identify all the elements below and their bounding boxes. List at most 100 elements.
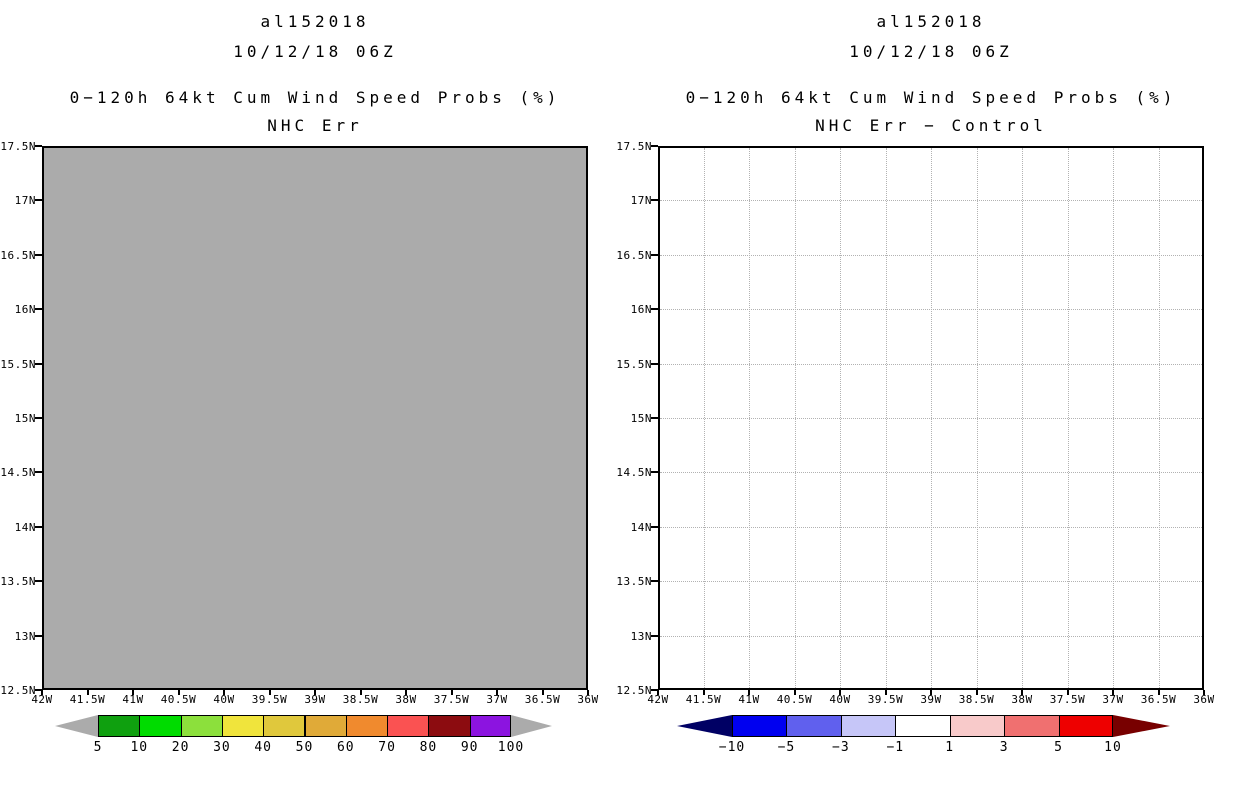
lon-tick-label: 40.5W (776, 693, 813, 706)
colorbar-tick-label: 1 (945, 740, 955, 755)
colorbar-tick-label: 100 (497, 740, 525, 755)
colorbar-segment (840, 715, 897, 737)
lat-tick-mark (651, 689, 658, 691)
colorbar-segment (428, 715, 471, 737)
colorbar-tick-label: 10 (1104, 740, 1122, 755)
grid-line-horizontal (660, 635, 1202, 637)
lon-tick-label: 40.5W (160, 693, 197, 706)
lat-tick-label: 16.5N (616, 248, 652, 262)
colorbar-tick-label: 20 (171, 740, 190, 755)
colorbar-segment (98, 715, 141, 737)
colorbar-left-arrow (55, 715, 98, 737)
lon-tick-mark (748, 690, 750, 695)
lon-tick-label: 38W (395, 693, 417, 706)
lon-tick-mark (1021, 690, 1023, 695)
colorbar-tick-label: 3 (999, 740, 1009, 755)
lat-tick-mark (651, 525, 658, 528)
lon-tick-mark (975, 690, 978, 695)
lat-tick-mark (35, 199, 42, 202)
lat-tick-label: 16.5N (0, 248, 36, 262)
panel-title: 0−120h 64kt Cum Wind Speed Probs (%) (685, 88, 1177, 107)
lat-tick-mark (35, 471, 42, 474)
lon-tick-mark (86, 690, 89, 695)
grid-line-vertical (1158, 148, 1160, 688)
lon-tick-mark (132, 690, 134, 695)
colorbar-tick-label: 70 (378, 740, 396, 755)
lon-tick-label: 39.5W (251, 693, 288, 706)
lat-tick-label: 13N (630, 629, 652, 643)
colorbar-tick-label: 5 (1054, 740, 1063, 755)
lat-tick-label: 15N (14, 412, 36, 425)
lon-tick-label: 38.5W (958, 693, 995, 706)
grid-line-horizontal (660, 526, 1202, 528)
lon-tick-mark (839, 690, 841, 695)
lat-tick-label: 17N (14, 194, 36, 208)
lat-tick-mark (651, 308, 658, 311)
grid-line-horizontal (660, 581, 1202, 583)
lon-tick-label: 41.5W (69, 693, 106, 706)
lon-tick-mark (223, 690, 225, 695)
lat-tick-label: 15N (630, 412, 652, 425)
colorbar-right-arrow (511, 715, 552, 737)
colorbar-tick-label: 80 (419, 740, 438, 755)
lat-tick-mark (35, 689, 42, 691)
lon-tick-mark (793, 690, 796, 695)
lat-tick-label: 14.5N (616, 466, 652, 480)
lat-tick-label: 17N (630, 194, 652, 208)
lon-tick-label: 36W (577, 693, 599, 706)
grid-line-horizontal (660, 309, 1202, 311)
colorbar-segment (732, 715, 788, 737)
colorbar-segment (180, 715, 223, 737)
lon-tick-label: 37W (1102, 693, 1124, 706)
lat-tick-mark (651, 199, 658, 202)
colorbar-segment (1058, 715, 1113, 737)
lat-tick-label: 15.5N (616, 357, 652, 371)
grid-line-horizontal (660, 254, 1202, 256)
lon-tick-mark (587, 690, 589, 695)
colorbar-segment (345, 715, 389, 737)
colorbar-tick-label: −3 (832, 740, 850, 755)
lon-tick-mark (1157, 690, 1160, 695)
lon-tick-label: 40W (829, 693, 851, 706)
lat-tick-label: 15.5N (0, 357, 36, 371)
lon-tick-mark (405, 690, 407, 695)
grid-line-vertical (1022, 148, 1023, 688)
lat-tick-label: 14N (630, 520, 652, 534)
lon-tick-mark (702, 690, 705, 695)
lat-tick-mark (35, 145, 42, 147)
lon-tick-label: 40W (213, 693, 235, 706)
lon-tick-label: 42W (31, 693, 53, 706)
grid-line-vertical (794, 148, 796, 688)
grid-line-vertical (749, 148, 750, 688)
lon-tick-mark (41, 690, 43, 695)
lon-tick-label: 38W (1011, 693, 1033, 706)
lat-tick-mark (35, 417, 42, 419)
colorbar-segment (895, 715, 951, 737)
lon-tick-label: 41W (738, 693, 760, 706)
colorbar-segment (1004, 715, 1060, 737)
lon-tick-label: 37.5W (1049, 693, 1086, 706)
map-area (42, 146, 588, 690)
colorbar-segment (949, 715, 1006, 737)
lat-tick-mark (651, 471, 658, 474)
lat-tick-mark (651, 253, 658, 256)
colorbar-tick-label: 60 (336, 740, 355, 755)
lat-tick-mark (35, 580, 42, 583)
grid-line-horizontal (660, 363, 1202, 365)
lon-tick-label: 36W (1193, 693, 1215, 706)
grid-line-vertical (1113, 148, 1114, 688)
lon-tick-mark (541, 690, 544, 695)
colorbar-segment (139, 715, 182, 737)
lon-tick-label: 37W (486, 693, 508, 706)
lat-tick-mark (651, 145, 658, 147)
colorbar-tick-label: −1 (886, 740, 905, 755)
lon-tick-mark (359, 690, 362, 695)
lat-tick-label: 13.5N (616, 575, 652, 589)
run-time: 10/12/18 06Z (233, 42, 397, 61)
colorbar-tick-label: 50 (295, 740, 314, 755)
lon-tick-mark (268, 690, 271, 695)
grid-line-vertical (840, 148, 841, 688)
colorbar-segment (304, 715, 347, 737)
grid-line-vertical (931, 148, 932, 688)
lon-tick-label: 37.5W (433, 693, 470, 706)
